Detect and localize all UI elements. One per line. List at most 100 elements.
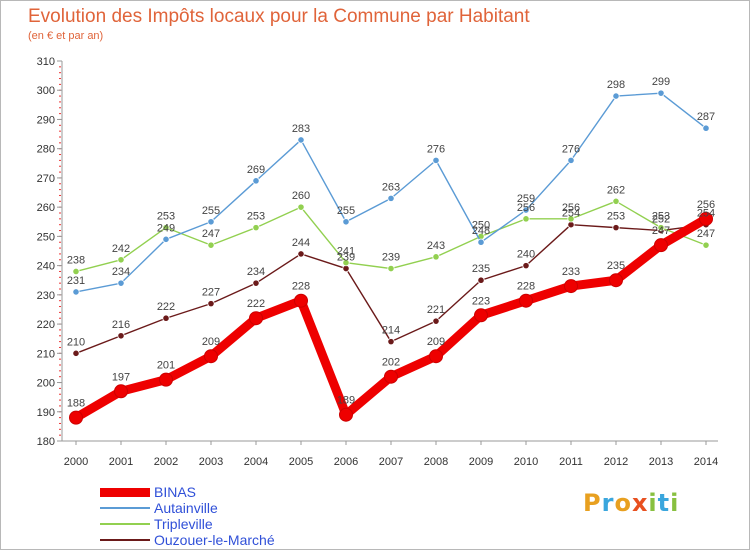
series-point-0 xyxy=(519,293,533,308)
x-tick-label: 2001 xyxy=(109,456,133,468)
data-label-3: 253 xyxy=(607,211,625,223)
series-point-3 xyxy=(162,314,170,322)
series-point-3 xyxy=(477,276,485,284)
data-label-2: 256 xyxy=(562,202,580,214)
data-label-0: 256 xyxy=(697,199,715,211)
y-tick-label: 290 xyxy=(37,114,55,126)
series-point-0 xyxy=(204,349,218,364)
data-label-0: 189 xyxy=(337,395,355,407)
y-tick-label: 310 xyxy=(37,56,55,68)
series-point-3 xyxy=(72,349,80,357)
proxiti-logo: Proxiti xyxy=(583,489,679,517)
legend-swatch-tripleville xyxy=(100,523,150,525)
data-label-1: 263 xyxy=(382,181,400,193)
legend-label-ouzouer: Ouzouer-le-Marché xyxy=(154,532,275,548)
data-label-3: 214 xyxy=(382,325,400,337)
data-label-3: 221 xyxy=(427,304,445,316)
y-tick-label: 180 xyxy=(37,436,55,448)
x-tick-label: 2009 xyxy=(469,456,493,468)
data-label-2: 253 xyxy=(652,211,670,223)
y-tick-label: 210 xyxy=(37,348,55,360)
series-point-0 xyxy=(249,311,263,326)
series-point-3 xyxy=(117,332,125,340)
x-tick-label: 2013 xyxy=(649,456,673,468)
series-point-2 xyxy=(207,241,215,249)
logo-letter: i xyxy=(670,489,680,517)
series-point-0 xyxy=(339,407,353,422)
data-label-1: 231 xyxy=(67,275,85,287)
series-point-2 xyxy=(702,241,710,249)
series-point-3 xyxy=(522,262,530,270)
data-label-1: 283 xyxy=(292,123,310,135)
data-label-3: 254 xyxy=(697,208,715,220)
series-point-1 xyxy=(72,288,80,296)
legend-swatch-autainville xyxy=(100,507,150,509)
logo-letter: P xyxy=(583,489,602,517)
data-label-0: 201 xyxy=(157,360,175,372)
series-point-0 xyxy=(474,308,488,323)
data-label-1: 255 xyxy=(202,205,220,217)
data-label-2: 253 xyxy=(157,211,175,223)
data-label-3: 252 xyxy=(652,214,670,226)
logo-letter: r xyxy=(601,489,615,517)
data-label-0: 209 xyxy=(202,336,220,348)
logo-letter: x xyxy=(631,489,649,517)
x-tick-label: 2010 xyxy=(514,456,538,468)
series-line-0 xyxy=(71,214,711,423)
data-label-1: 298 xyxy=(607,79,625,91)
data-label-1: 276 xyxy=(427,143,445,155)
series-point-1 xyxy=(162,235,170,243)
x-tick-label: 2014 xyxy=(694,456,718,468)
series-point-1 xyxy=(612,92,620,100)
series-point-2 xyxy=(162,224,170,232)
data-label-0: 247 xyxy=(652,225,670,237)
series-point-3 xyxy=(612,224,620,232)
data-label-3: 254 xyxy=(562,208,580,220)
y-tick-label: 260 xyxy=(37,202,55,214)
data-label-2: 238 xyxy=(67,254,85,266)
data-label-0: 233 xyxy=(562,266,580,278)
series-point-3 xyxy=(252,279,260,287)
legend-item-binas: BINAS xyxy=(100,484,275,500)
y-tick-label: 270 xyxy=(37,173,55,185)
data-label-2: 253 xyxy=(247,211,265,223)
series-point-0 xyxy=(159,372,173,387)
series-point-0 xyxy=(564,279,578,294)
series-point-3 xyxy=(387,338,395,346)
series-point-3 xyxy=(342,264,350,273)
legend-item-ouzouer: Ouzouer-le-Marché xyxy=(100,532,275,548)
y-tick-label: 240 xyxy=(37,261,55,273)
data-label-2: 239 xyxy=(382,252,400,264)
data-label-0: 222 xyxy=(247,298,265,310)
data-label-3: 222 xyxy=(157,301,175,313)
y-tick-label: 190 xyxy=(37,407,55,419)
series-point-2 xyxy=(432,253,440,261)
legend-label-tripleville: Tripleville xyxy=(154,516,213,532)
series-point-2 xyxy=(657,224,665,232)
chart-subtitle: (en € et par an) xyxy=(28,30,104,42)
series-point-1 xyxy=(477,238,485,246)
series-point-1 xyxy=(432,156,440,164)
data-label-2: 260 xyxy=(292,190,310,202)
legend-item-autainville: Autainville xyxy=(100,500,275,516)
data-label-1: 299 xyxy=(652,76,670,88)
y-tick-label: 250 xyxy=(37,231,55,243)
logo-letter: t xyxy=(657,489,671,517)
data-label-3: 235 xyxy=(472,263,490,275)
data-label-1: 287 xyxy=(697,111,715,123)
data-label-0: 209 xyxy=(427,336,445,348)
series-point-2 xyxy=(252,224,260,232)
x-tick-label: 2007 xyxy=(379,456,403,468)
series-point-3 xyxy=(207,300,215,308)
x-tick-label: 2002 xyxy=(154,456,178,468)
data-label-2: 256 xyxy=(517,202,535,214)
series-point-0 xyxy=(114,384,128,399)
data-label-2: 247 xyxy=(697,228,715,240)
data-label-2: 241 xyxy=(337,246,355,258)
data-label-1: 255 xyxy=(337,205,355,217)
series-point-0 xyxy=(609,273,623,288)
series-point-0 xyxy=(654,238,668,253)
series-point-2 xyxy=(612,197,620,205)
data-label-0: 202 xyxy=(382,357,400,369)
